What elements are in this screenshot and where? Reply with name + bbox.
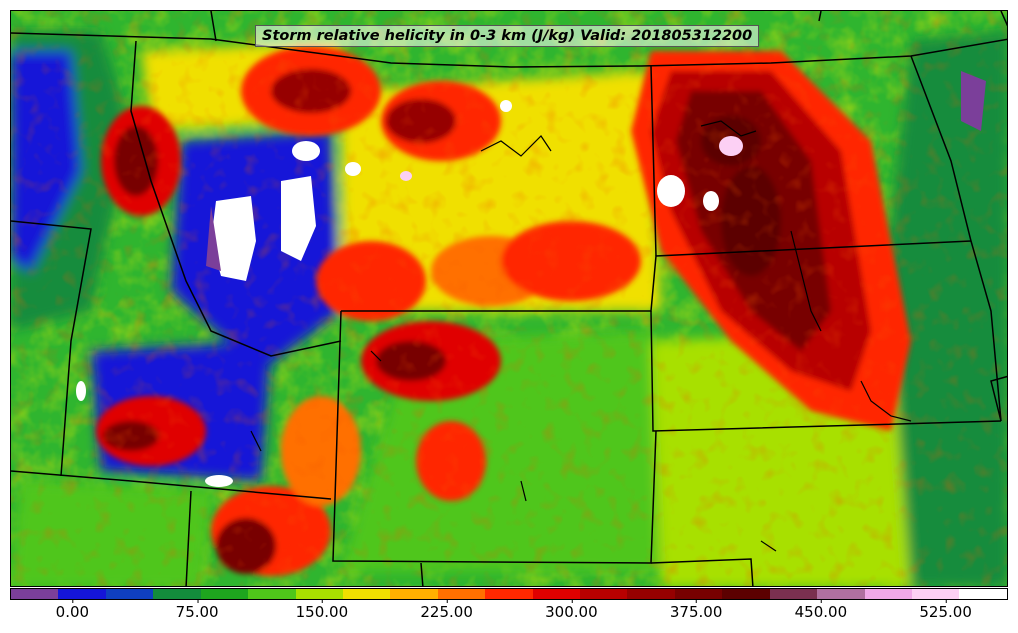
colorbar-swatch xyxy=(912,589,960,599)
colorbar-tick-label: 300.00 xyxy=(545,599,598,621)
colorbar-tick-label: 375.00 xyxy=(669,599,723,621)
state-boundaries xyxy=(11,11,1007,586)
colorbar-swatch xyxy=(674,589,723,599)
colorbar-swatch xyxy=(342,589,391,599)
colorbar-tick-label: 450.00 xyxy=(794,599,848,621)
colorbar-swatch xyxy=(817,589,865,599)
colorbar-swatch xyxy=(200,589,249,599)
colorbar-tick-label: 150.00 xyxy=(295,599,349,621)
helicity-map xyxy=(11,11,1007,586)
colorbar-swatch xyxy=(769,589,818,599)
colorbar-tick-label: 0.00 xyxy=(55,599,90,621)
colorbar-swatch xyxy=(248,589,296,599)
colorbar-swatch xyxy=(864,589,913,599)
colorbar-swatch xyxy=(627,589,675,599)
colorbar-swatch xyxy=(532,589,581,599)
colorbar-swatch xyxy=(105,589,154,599)
colorbar-tick-label: 75.00 xyxy=(175,599,219,621)
colorbar-swatch xyxy=(485,589,533,599)
colorbar-swatch xyxy=(11,589,59,599)
colorbar-swatch xyxy=(722,589,770,599)
colorbar xyxy=(10,588,1008,600)
colorbar-swatch xyxy=(295,589,343,599)
colorbar-swatch xyxy=(959,589,1007,599)
water-features xyxy=(250,120,912,552)
colorbar-swatch xyxy=(153,589,201,599)
extreme-spots xyxy=(76,71,986,487)
colorbar-swatch xyxy=(58,589,106,599)
colorbar-swatch xyxy=(580,589,628,599)
colorbar-tick-label: 225.00 xyxy=(420,599,473,621)
colorbar-tick-label: 525.00 xyxy=(919,599,972,621)
map-title: Storm relative helicity in 0-3 km (J/kg)… xyxy=(255,25,760,47)
colorbar-tick-labels: 0.00 75.00 150.00 225.00 300.00 375.00 450.00 5… xyxy=(10,599,1008,630)
colorbar-swatch xyxy=(390,589,438,599)
field-speckle-red xyxy=(11,11,1007,586)
map-panel: Storm relative helicity in 0-3 km (J/kg)… xyxy=(10,10,1008,587)
colorbar-swatch xyxy=(437,589,486,599)
